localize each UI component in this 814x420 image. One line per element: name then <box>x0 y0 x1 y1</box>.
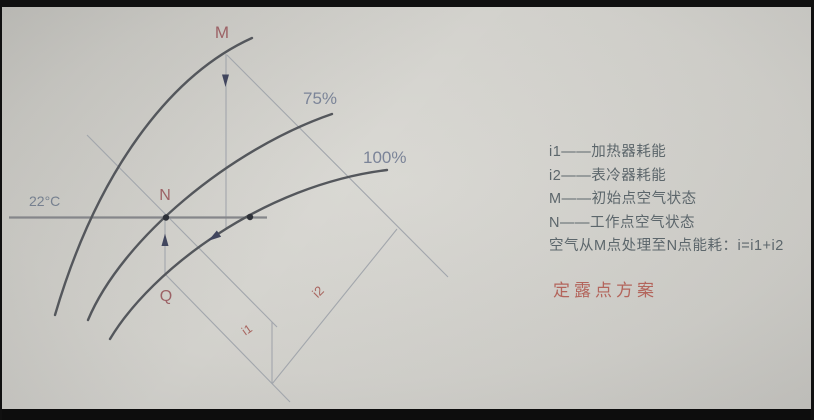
photo-edge-bottom <box>0 409 814 420</box>
legend-item-i1: i1——加热器耗能 <box>549 144 667 160</box>
legend-item-m: M——初始点空气状态 <box>549 191 697 207</box>
isenthalpy-line-n <box>86 134 278 328</box>
dimension-line-i2 <box>271 228 398 385</box>
photo-content: M N Q 75% 100% 22°C i1 i2 i1——加热器耗能 i2——… <box>2 7 811 409</box>
photo-edge-left <box>0 0 2 420</box>
arrow-down-icon <box>222 74 229 87</box>
rh-curve-75 <box>86 112 334 322</box>
photo-frame: M N Q 75% 100% 22°C i1 i2 i1——加热器耗能 i2——… <box>2 7 811 409</box>
arrow-up-icon <box>161 233 169 246</box>
legend-item-n: N——工作点空气状态 <box>549 214 695 231</box>
dimension-label-i1: i1 <box>239 321 255 338</box>
temp-22c-label: 22°C <box>29 193 60 209</box>
rh100-label: 100% <box>363 148 406 167</box>
point-label-m: M <box>215 23 229 42</box>
state-point-n-dot <box>162 214 170 221</box>
photo-edge-right <box>811 0 814 420</box>
point-label-n: N <box>159 187 171 204</box>
legend-title: 定露点方案 <box>553 281 658 300</box>
rh-curve-100 <box>108 168 389 341</box>
point-label-q: Q <box>160 288 172 305</box>
legend-item-energy-formula: 空气从M点处理至N点能耗：i=i1+i2 <box>549 238 784 254</box>
rh75-label: 75% <box>303 89 337 108</box>
intersection-dot <box>246 213 254 221</box>
legend: i1——加热器耗能 i2——表冷器耗能 M——初始点空气状态 N——工作点空气状… <box>549 141 784 259</box>
isenthalpy-line-m <box>226 54 449 278</box>
legend-item-i2: i2——表冷器耗能 <box>549 167 667 184</box>
rh-curve-through-m <box>53 36 254 317</box>
arrow-along-curve-icon <box>208 230 222 241</box>
dimension-label-i2: i2 <box>309 283 327 301</box>
isenthalpy-line-q <box>164 273 291 403</box>
photo-edge-top <box>0 0 814 7</box>
psychrometric-diagram: M N Q 75% 100% 22°C i1 i2 <box>9 23 449 403</box>
